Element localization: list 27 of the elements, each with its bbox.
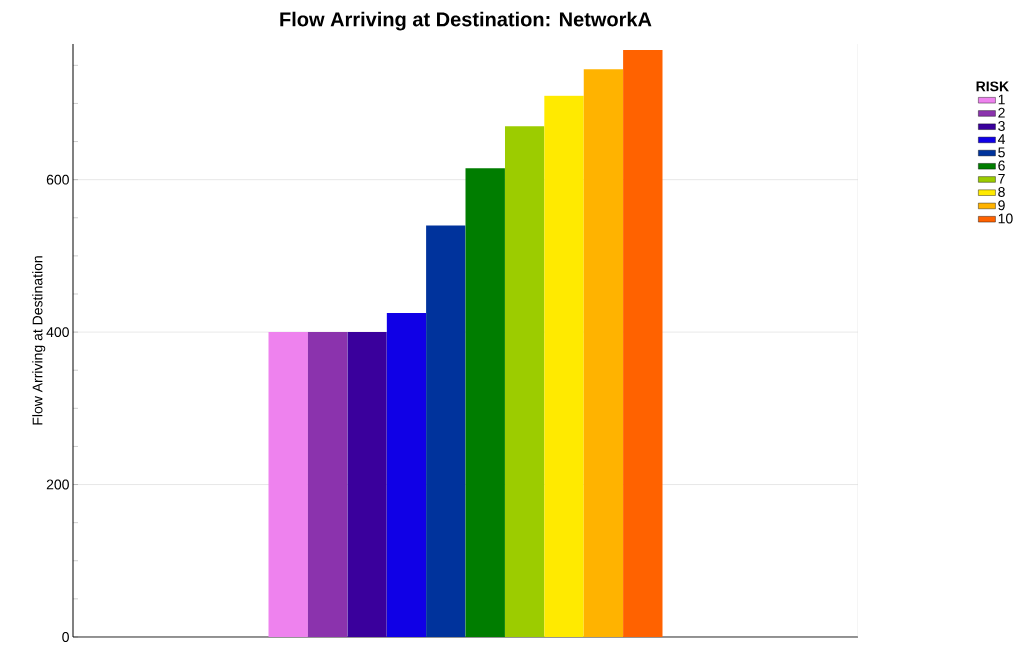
bar	[583, 69, 624, 637]
y-tick-label: 600	[46, 174, 69, 185]
legend-label: 4	[997, 134, 1006, 144]
bar	[386, 313, 427, 637]
chart-title: Flow Arriving at Destination: NetworkA	[280, 11, 652, 31]
bar	[268, 332, 308, 637]
legend-label: 10	[998, 213, 1013, 224]
y-tick-label: 400	[46, 327, 69, 338]
legend-label: 8	[998, 187, 1005, 197]
legend-label: 2	[998, 107, 1005, 118]
legend-label: 9	[998, 200, 1005, 211]
y-tick-label: 200	[46, 479, 69, 490]
bar	[504, 126, 545, 637]
bar	[426, 225, 466, 637]
y-tick-label: 0	[62, 632, 69, 642]
legend-label: 1	[998, 94, 1005, 105]
bar	[347, 332, 387, 637]
bar	[307, 332, 348, 637]
bar	[544, 95, 584, 637]
legend-label: 3	[998, 121, 1005, 131]
legend-label: 6	[998, 160, 1005, 171]
y-axis-title: Flow Arriving at Destination	[32, 256, 46, 425]
bar	[465, 168, 505, 637]
legend-label: 7	[998, 173, 1005, 184]
legend-label: 5	[998, 147, 1005, 158]
bar	[623, 50, 663, 637]
legend-title: RISK	[976, 81, 1009, 92]
